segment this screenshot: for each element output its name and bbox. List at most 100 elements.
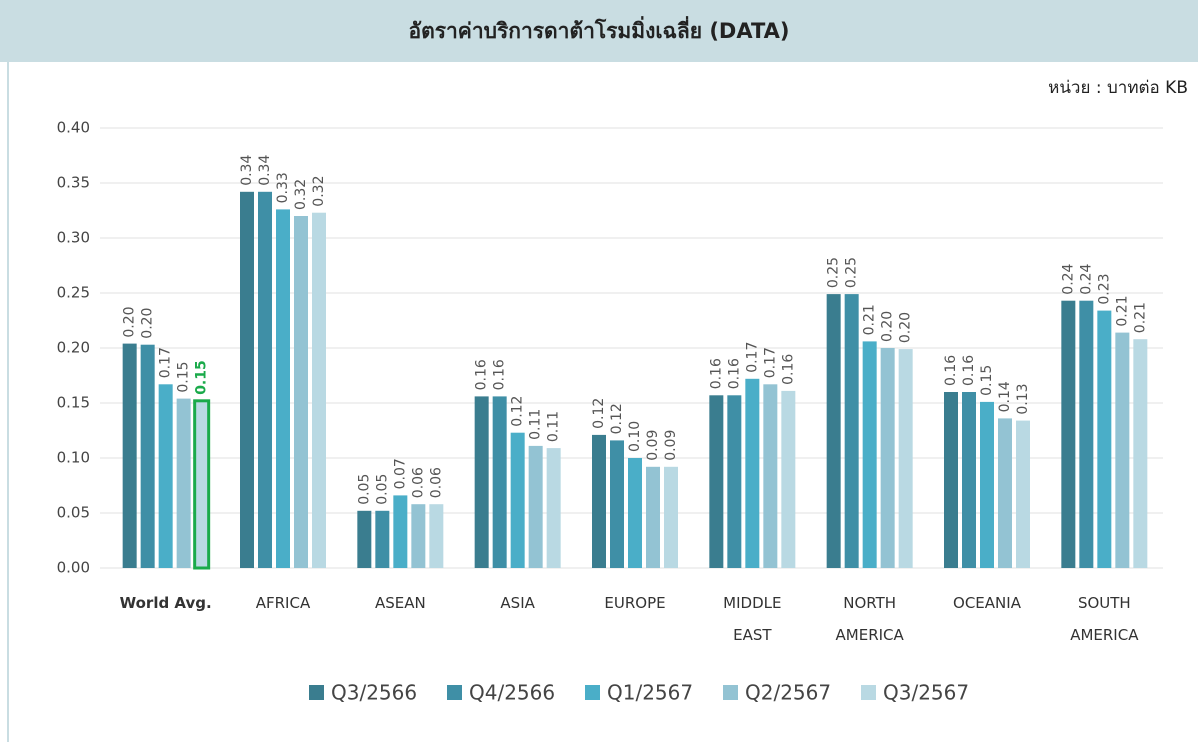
x-tick-label: AFRICA [256,594,311,612]
bar [781,390,796,568]
bar [1115,332,1130,568]
chart-title: อัตราค่าบริการดาต้าโรมมิ่งเฉลี่ย (DATA) [408,15,789,43]
bar [474,396,489,568]
legend-swatch [723,685,738,700]
value-label: 0.24 [1078,263,1094,294]
value-label: 0.09 [645,430,661,461]
bar [844,294,859,568]
x-tick-label: EUROPE [604,594,665,612]
value-label: 0.15 [979,365,995,396]
bar [745,378,760,568]
x-tick-label: ASIA [500,594,535,612]
title-banner [0,0,1198,62]
value-label: 0.20 [122,306,138,337]
x-tick-label: MIDDLE EAST [723,594,781,644]
value-label: 0.25 [844,257,860,288]
value-label: 0.15 [194,360,210,395]
y-tick-label: 0.35 [57,174,90,192]
value-label: 0.17 [744,342,760,373]
bar [1079,300,1094,568]
value-label: 0.12 [591,398,607,429]
legend-swatch [447,685,462,700]
bar [980,401,994,568]
bar [610,440,624,568]
x-tick-label: NORTH AMERICA [836,594,905,644]
y-tick-label: 0.10 [57,449,90,467]
value-label: 0.24 [1060,263,1076,294]
bar [510,432,525,568]
x-tick-label: World Avg. [120,594,212,612]
value-label: 0.23 [1096,273,1112,304]
value-label: 0.15 [176,361,192,392]
value-label: 0.09 [663,430,679,461]
value-label: 0.12 [609,403,625,434]
value-label: 0.21 [1114,295,1130,326]
bar [176,398,191,568]
x-tick-label: ASEAN [375,594,426,612]
bar [429,504,444,568]
legend-label: Q4/2566 [469,681,555,705]
value-label: 0.21 [862,304,878,335]
bar [1097,310,1112,568]
bar [411,504,426,568]
value-label: 0.17 [158,347,174,378]
bar [140,344,155,568]
value-label: 0.25 [826,257,842,288]
bar [646,466,660,568]
legend-swatch [585,685,600,700]
bar [546,448,561,568]
value-label: 0.10 [627,421,643,452]
value-label: 0.20 [880,311,896,342]
bar [1016,420,1030,568]
bar [1061,300,1076,568]
bar [898,349,913,568]
y-tick-label: 0.15 [57,394,90,412]
value-label: 0.13 [1015,383,1031,414]
value-label: 0.20 [140,308,156,339]
bar [276,209,290,568]
legend-label: Q1/2567 [607,681,693,705]
legend-swatch [861,685,876,700]
x-tick-label: SOUTH AMERICA [1070,594,1139,644]
bar [193,399,211,570]
legend-label: Q3/2566 [331,681,417,705]
value-label: 0.16 [492,359,508,390]
bar [727,395,742,568]
value-label: 0.32 [311,176,327,207]
y-tick-label: 0.00 [57,559,90,577]
value-label: 0.34 [239,155,255,186]
bar [294,216,308,568]
bar [158,384,173,568]
value-label: 0.20 [898,312,914,343]
bar [312,212,326,568]
bar [592,434,606,568]
value-label: 0.16 [474,359,490,390]
value-label: 0.11 [546,411,562,442]
value-label: 0.16 [726,358,742,389]
unit-label: หน่วย : บาทต่อ KB [1048,78,1188,98]
value-label: 0.14 [997,381,1013,412]
value-label: 0.32 [293,179,309,210]
y-tick-label: 0.25 [57,284,90,302]
bar [998,418,1012,568]
bar [709,395,724,568]
bar [375,510,390,568]
value-label: 0.21 [1132,302,1148,333]
y-tick-label: 0.05 [57,504,90,522]
x-tick-label: OCEANIA [953,594,1022,612]
value-label: 0.05 [356,474,372,505]
value-label: 0.16 [961,355,977,386]
legend-label: Q3/2567 [883,681,969,705]
value-label: 0.05 [374,474,390,505]
bar [664,466,678,568]
bar [393,495,408,568]
value-label: 0.16 [780,354,796,385]
value-label: 0.06 [410,467,426,498]
bar [528,445,543,568]
bar [628,458,642,568]
value-label: 0.06 [428,467,444,498]
y-tick-label: 0.30 [57,229,90,247]
value-label: 0.34 [257,155,273,186]
bar [1133,339,1148,568]
